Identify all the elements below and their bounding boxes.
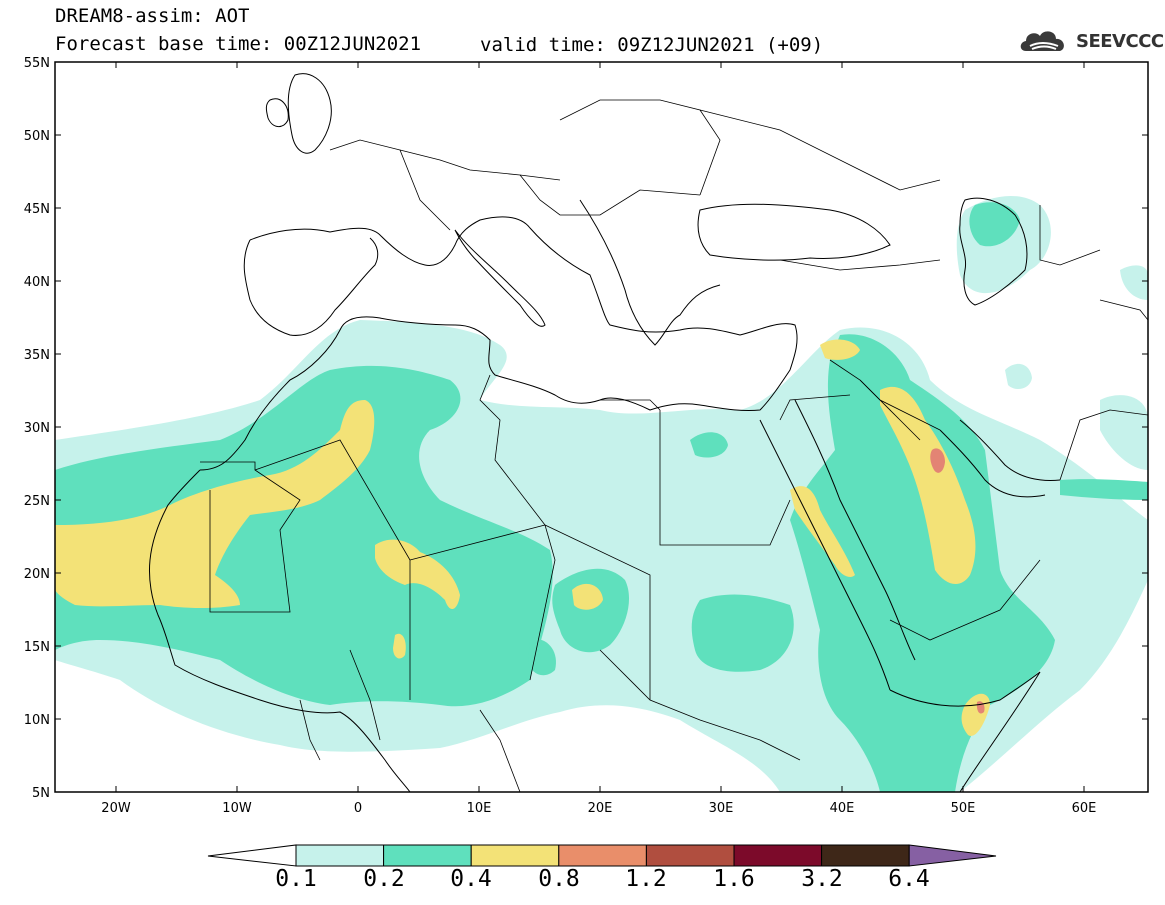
lon-label: 60E	[1072, 801, 1097, 816]
lat-label: 25N	[24, 494, 50, 509]
aot-field	[55, 195, 1148, 792]
lat-labels: 55N 50N 45N 40N 35N 30N 25N 20N 15N 10N …	[24, 56, 50, 801]
lat-label: 35N	[24, 348, 50, 363]
lat-label: 5N	[32, 786, 50, 801]
lat-label: 20N	[24, 567, 50, 582]
lat-label: 55N	[24, 56, 50, 71]
axis-ticks	[55, 61, 1148, 792]
colorbar-label: 0.4	[450, 866, 492, 892]
colorbar-label: 6.4	[888, 866, 930, 892]
lon-label: 40E	[830, 801, 855, 816]
map-title: DREAM8-assim: AOT	[55, 5, 250, 27]
lon-label: 20W	[101, 801, 131, 816]
lat-label: 40N	[24, 275, 50, 290]
colorbar-label: 0.2	[363, 866, 405, 892]
lon-label: 30E	[709, 801, 734, 816]
colorbar-label: 0.8	[538, 866, 580, 892]
colorbar-label: 0.1	[275, 866, 317, 892]
lon-label: 20E	[588, 801, 613, 816]
colorbar-low-arrow	[207, 844, 297, 867]
lat-label: 15N	[24, 640, 50, 655]
colorbar-swatch	[645, 844, 735, 867]
colorbar-swatch	[383, 844, 472, 867]
lat-label: 45N	[24, 202, 50, 217]
colorbar-swatch	[295, 844, 385, 867]
lon-label: 50E	[951, 801, 976, 816]
valid-time: valid time: 09Z12JUN2021 (+09)	[480, 34, 824, 56]
lon-label: 0	[354, 801, 362, 816]
colorbar-swatch	[470, 844, 560, 867]
cloud-icon	[1020, 31, 1064, 51]
colorbar-label: 3.2	[801, 866, 843, 892]
lon-labels: 20W 10W 0 10E 20E 30E 40E 50E 60E	[101, 801, 1096, 816]
seevccc-logo: SEEVCCC	[1018, 26, 1164, 56]
logo-text: SEEVCCC	[1076, 30, 1164, 52]
lat-label: 10N	[24, 713, 50, 728]
colorbar	[207, 844, 997, 867]
colorbar-swatch	[733, 844, 823, 867]
lat-label: 50N	[24, 129, 50, 144]
colorbar-swatch	[821, 844, 910, 867]
lon-label: 10W	[222, 801, 252, 816]
lat-label: 30N	[24, 421, 50, 436]
colorbar-label: 1.6	[713, 866, 755, 892]
colorbar-swatch	[558, 844, 647, 867]
political-borders	[200, 99, 1148, 792]
lon-label: 10E	[467, 801, 492, 816]
coastlines	[149, 73, 1061, 792]
colorbar-high-arrow	[908, 844, 997, 867]
colorbar-label: 1.2	[625, 866, 667, 892]
forecast-base-time: Forecast base time: 00Z12JUN2021	[55, 33, 422, 55]
